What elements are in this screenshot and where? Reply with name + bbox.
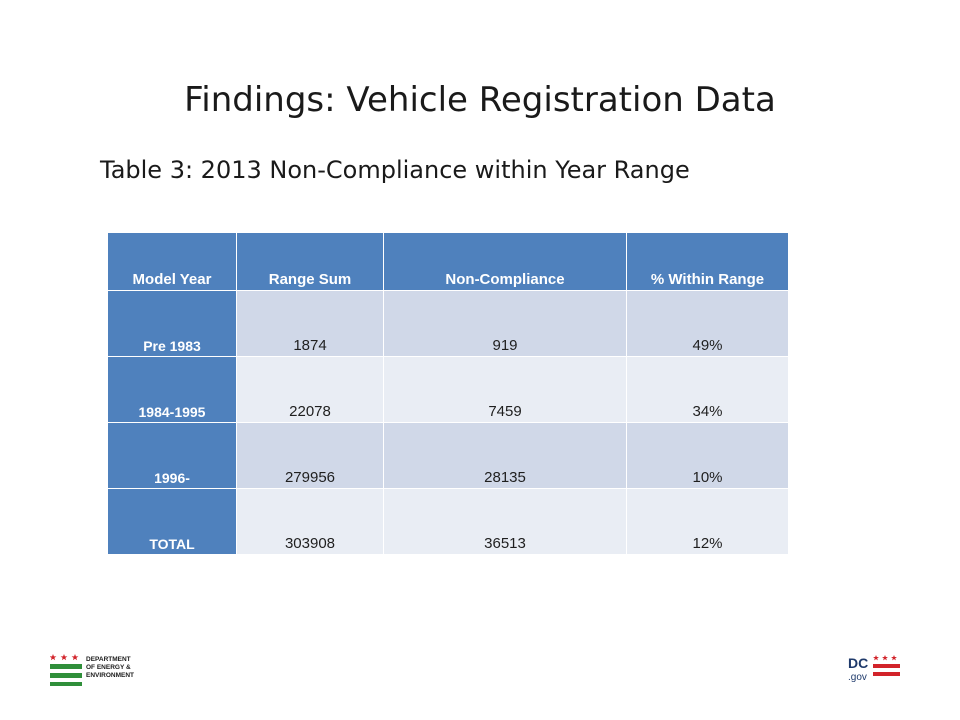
doee-logo-text: DEPARTMENT OF ENERGY & ENVIRONMENT [86, 656, 135, 679]
gov-wordmark: .gov [848, 672, 867, 683]
row-non-compliance: 919 [383, 290, 627, 357]
row-model-year: 1996- [107, 422, 237, 489]
row-range-sum: 279956 [236, 422, 384, 489]
header-non-compliance: Non-Compliance [383, 232, 627, 291]
star-icon [50, 654, 79, 661]
table-header-row: Model Year Range Sum Non-Compliance % Wi… [107, 232, 789, 291]
row-range-sum: 303908 [236, 488, 384, 555]
doee-stripe [50, 664, 82, 669]
dc-flag-stripe [873, 664, 900, 668]
row-pct-within-range: 12% [626, 488, 789, 555]
doee-stripe [50, 682, 82, 686]
row-model-year: Pre 1983 [107, 290, 237, 357]
row-non-compliance: 7459 [383, 356, 627, 423]
row-model-year: TOTAL [107, 488, 237, 555]
row-pct-within-range: 34% [626, 356, 789, 423]
dc-flag-stripe [873, 672, 900, 676]
header-pct-within-range: % Within Range [626, 232, 789, 291]
header-model-year: Model Year [107, 232, 237, 291]
doee-logo [50, 654, 82, 686]
doee-stripe [50, 673, 82, 678]
dcgov-logo: DC .gov [848, 655, 900, 683]
row-pct-within-range: 10% [626, 422, 789, 489]
slide-title: Findings: Vehicle Registration Data [184, 80, 776, 120]
dc-wordmark: DC [848, 655, 868, 671]
header-range-sum: Range Sum [236, 232, 384, 291]
non-compliance-table: Model Year Range Sum Non-Compliance % Wi… [107, 232, 789, 555]
row-non-compliance: 36513 [383, 488, 627, 555]
row-non-compliance: 28135 [383, 422, 627, 489]
table-row-total: TOTAL 303908 36513 12% [107, 488, 789, 555]
row-model-year: 1984-1995 [107, 356, 237, 423]
star-icon [873, 655, 897, 661]
table-row: 1984-1995 22078 7459 34% [107, 356, 789, 423]
table-row: Pre 1983 1874 919 49% [107, 290, 789, 357]
table-row: 1996- 279956 28135 10% [107, 422, 789, 489]
table-caption: Table 3: 2013 Non-Compliance within Year… [100, 156, 690, 184]
row-pct-within-range: 49% [626, 290, 789, 357]
row-range-sum: 22078 [236, 356, 384, 423]
row-range-sum: 1874 [236, 290, 384, 357]
